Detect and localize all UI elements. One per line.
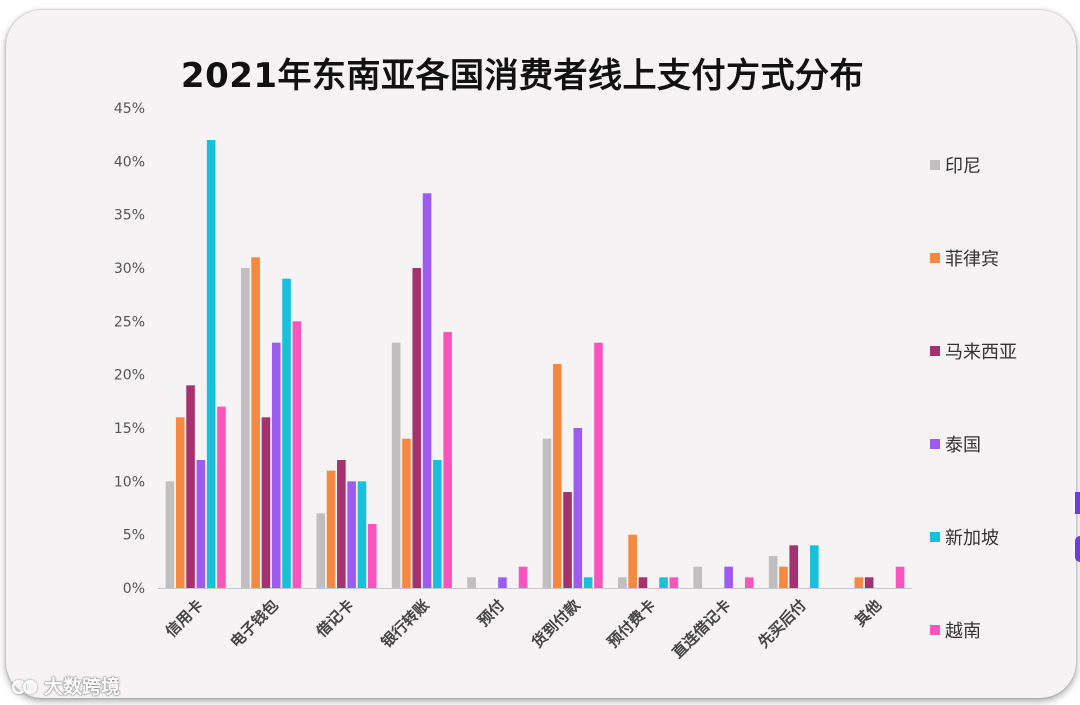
y-tick-label: 15% [114,421,145,437]
bar [810,545,819,588]
edge-marker [1075,492,1080,514]
bar [412,268,422,588]
x-category-label: 先买后付 [755,596,810,651]
bar [467,577,476,588]
bar [779,566,788,588]
bar [583,577,593,588]
y-tick-label: 10% [114,474,145,490]
bar [669,577,679,588]
x-category-label: 借记卡 [312,596,357,641]
bar [165,481,175,588]
legend-item: 菲律宾 [930,243,1060,273]
legend-item: 泰国 [930,429,1060,459]
legend-swatch [930,532,940,542]
bar [357,481,367,588]
y-tick-label: 35% [114,208,145,224]
x-category-label: 其他 [851,596,885,630]
bar [659,577,668,588]
bar [261,417,271,588]
legend-swatch [930,439,940,449]
bar [217,406,226,588]
legend-label: 印尼 [945,156,981,177]
legend-label: 泰国 [945,435,981,456]
legend-label: 马来西亚 [945,342,1017,363]
bar [391,342,401,588]
bar [241,268,250,588]
watermark-text: 大数跨境 [44,676,121,698]
bar [693,566,703,588]
y-tick-label: 40% [114,154,145,170]
bar [594,342,603,588]
legend-item: 越南 [930,615,1060,645]
x-category-label: 银行转账 [378,596,433,651]
bar [422,193,432,588]
bar [337,460,346,588]
bar [744,577,754,588]
y-tick-label: 30% [114,261,145,277]
x-category-label: 电子钱包 [227,596,282,651]
bubble-logo-icon [12,677,38,695]
bar [573,428,583,588]
x-category-label: 直连借记卡 [669,596,735,662]
bar [433,460,442,588]
bar [768,556,778,588]
x-category-label: 预付 [474,596,508,630]
bar [518,566,528,588]
bar [864,577,874,588]
bar [206,140,216,588]
y-tick-label: 0% [123,581,145,597]
bar [724,566,733,588]
bar [316,513,326,588]
bar [402,438,411,588]
y-tick-label: 5% [123,528,145,544]
edge-marker [1075,536,1080,562]
legend-swatch [930,625,940,635]
legend-item: 新加坡 [930,522,1060,552]
bar [175,417,185,588]
bar [367,524,377,588]
bar [628,534,637,588]
legend-label: 越南 [945,621,981,642]
legend-item: 马来西亚 [930,336,1060,366]
y-tick-label: 25% [114,314,145,330]
y-tick-label: 20% [114,368,145,384]
bar [271,342,281,588]
y-tick-label: 45% [114,101,145,117]
legend-swatch [930,253,940,263]
bar [347,481,356,588]
legend-swatch [930,160,940,170]
watermark: 大数跨境 [12,672,120,699]
chart-title: 2021年东南亚各国消费者线上支付方式分布 [180,56,865,96]
legend-label: 菲律宾 [945,249,999,270]
bar [196,460,206,588]
legend-swatch [930,346,940,356]
bar [186,385,195,588]
x-category-label: 信用卡 [162,596,207,641]
x-category-label: 预付费卡 [604,596,659,651]
bar [282,278,291,588]
bar [854,577,864,588]
bar [563,492,572,588]
bar [552,364,562,588]
bar [443,332,452,588]
bar [638,577,648,588]
legend-item: 印尼 [930,150,1060,180]
x-category-label: 货到付款 [528,595,584,651]
bar [251,257,260,588]
legend-label: 新加坡 [945,528,999,549]
bar [498,577,507,588]
bar [542,438,552,588]
bar [326,470,336,588]
bar [618,577,627,588]
bar [292,321,302,588]
bar [895,566,905,588]
bar [789,545,799,588]
